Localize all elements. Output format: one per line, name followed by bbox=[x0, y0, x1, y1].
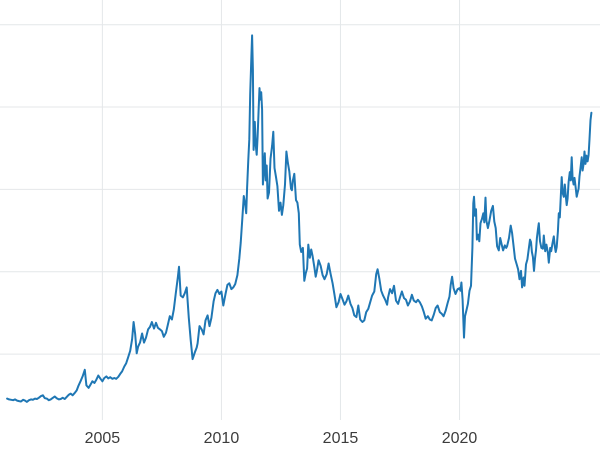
series-line-price bbox=[6, 34, 593, 403]
x-axis-tick-labels: 2005 2010 2015 2020 bbox=[85, 430, 478, 447]
price-line-series bbox=[6, 34, 593, 403]
x-tick-label: 2020 bbox=[442, 430, 478, 447]
x-tick-label: 2010 bbox=[204, 430, 240, 447]
gridlines bbox=[0, 0, 600, 420]
x-tick-label: 2005 bbox=[85, 430, 121, 447]
x-tick-label: 2015 bbox=[323, 430, 359, 447]
